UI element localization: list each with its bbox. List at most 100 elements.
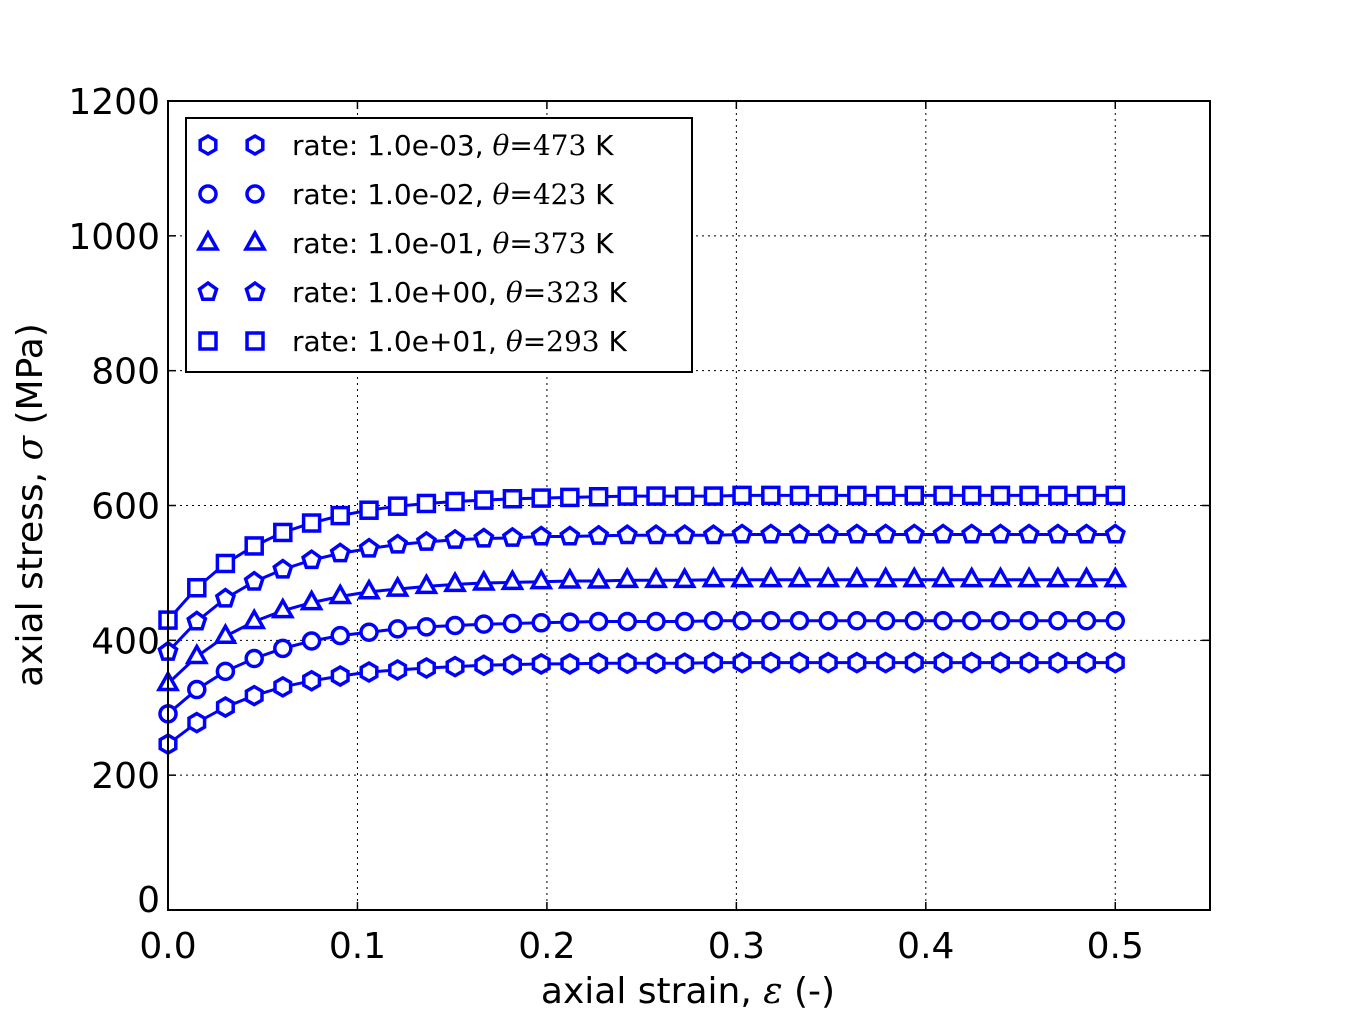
circle-marker — [961, 611, 982, 631]
hexagon-marker — [675, 652, 695, 675]
pentagon-marker — [272, 558, 294, 579]
y-tick-label: 800 — [91, 352, 160, 393]
legend-label: rate: 1.0e-02, θ=423 K — [292, 178, 614, 211]
pentagon-marker — [989, 523, 1012, 544]
triangle-marker — [787, 566, 812, 588]
hexagon-marker — [388, 658, 408, 682]
legend-rate: rate: 1.0e-03, — [292, 129, 493, 162]
pentagon-marker — [559, 525, 581, 546]
hexagon-marker — [876, 651, 896, 674]
x-axis-label: axial strain, ε (-) — [541, 971, 835, 1012]
series-line — [166, 493, 1116, 622]
series-layer — [156, 485, 1128, 756]
pentagon-marker — [1018, 523, 1040, 544]
hexagon-marker — [589, 652, 609, 675]
hexagon-marker — [445, 655, 465, 678]
x-tick-label: 0.5 — [1087, 926, 1144, 967]
y-tick-label: 200 — [91, 756, 160, 797]
hexagon-marker — [359, 660, 379, 684]
x-tick-label: 0.0 — [139, 926, 196, 967]
hexagon-marker — [962, 651, 982, 674]
circle-marker — [732, 611, 752, 631]
square-marker — [761, 485, 781, 506]
triangle-marker — [328, 582, 353, 605]
pentagon-marker — [214, 587, 237, 608]
triangle-marker — [443, 570, 468, 593]
circle-marker — [761, 611, 781, 631]
legend-unit: K — [586, 178, 614, 211]
y-tick-label: 600 — [91, 487, 160, 528]
square-marker — [531, 488, 551, 508]
triangle-marker — [959, 566, 984, 588]
triangle-marker — [500, 568, 525, 591]
hexagon-marker — [1105, 651, 1125, 674]
pentagon-marker — [788, 523, 811, 544]
square-marker — [359, 500, 379, 520]
legend-triangle-icon — [243, 229, 267, 251]
hexagon-marker — [1019, 651, 1039, 674]
legend-box — [185, 117, 693, 373]
circle-marker — [301, 631, 322, 651]
square-marker — [244, 536, 264, 556]
legend-unit: K — [586, 227, 614, 260]
hexagon-marker — [560, 652, 580, 675]
square-marker — [502, 489, 523, 509]
circle-marker — [560, 612, 580, 632]
pentagon-marker — [588, 524, 610, 545]
circle-marker — [588, 611, 609, 632]
legend-hexagon-icon — [245, 133, 265, 157]
triangle-marker — [1103, 566, 1128, 588]
pentagon-marker — [387, 533, 409, 554]
legend-pentagon-icon — [244, 280, 266, 302]
series-square — [158, 485, 1126, 630]
circle-marker — [187, 679, 207, 700]
hexagon-marker — [617, 652, 637, 675]
legend-entry: rate: 1.0e-02, θ=423 K — [198, 178, 614, 211]
legend-temp: =373 — [509, 227, 586, 260]
legend-theta: θ — [493, 227, 510, 260]
triangle-marker — [873, 566, 898, 588]
ticks: 0.0 0.1 0.2 0.3 0.4 0.5 0 200 400 600 800 1000 1200 — [68, 82, 1210, 967]
triangle-marker — [988, 566, 1013, 588]
pentagon-marker — [932, 523, 954, 544]
circle-marker — [875, 611, 896, 631]
series-pentagon — [157, 523, 1126, 661]
series-triangle — [156, 566, 1128, 692]
square-marker — [646, 486, 666, 506]
y-axis-label: axial stress, σ (MPa) — [10, 323, 51, 687]
y-tick-label: 400 — [91, 621, 160, 662]
legend-theta: θ — [493, 129, 510, 162]
hexagon-marker — [789, 651, 809, 674]
legend-rate: rate: 1.0e+01, — [292, 325, 506, 358]
hexagon-marker — [416, 656, 436, 679]
legend-temp: =293 — [523, 325, 600, 358]
square-marker — [215, 553, 236, 574]
triangle-marker — [758, 566, 783, 588]
triangle-marker — [242, 607, 267, 630]
x-tick-label: 0.2 — [518, 926, 575, 967]
series-line — [167, 619, 1116, 715]
circle-marker — [502, 613, 523, 634]
hexagon-marker — [330, 665, 350, 688]
pentagon-marker — [243, 570, 265, 591]
circle-marker — [474, 614, 494, 634]
hexagon-marker — [502, 653, 522, 676]
legend-entry: rate: 1.0e-01, θ=373 K — [196, 227, 614, 260]
triangle-marker — [672, 566, 697, 589]
hexagon-marker — [215, 696, 235, 719]
hexagon-marker — [273, 675, 293, 698]
pentagon-marker — [501, 526, 524, 547]
circle-marker — [215, 661, 236, 682]
square-marker — [847, 485, 867, 506]
legend-label: rate: 1.0e+01, θ=293 K — [292, 325, 628, 358]
hexagon-marker — [847, 651, 867, 674]
hexagon-marker — [1048, 651, 1068, 674]
hexagon-marker — [244, 684, 264, 707]
triangle-marker — [1074, 566, 1099, 588]
pentagon-marker — [702, 524, 725, 545]
pentagon-marker — [846, 523, 868, 544]
legend-unit: K — [600, 276, 628, 309]
legend-rate: rate: 1.0e-01, — [292, 227, 493, 260]
triangle-marker — [816, 566, 841, 588]
